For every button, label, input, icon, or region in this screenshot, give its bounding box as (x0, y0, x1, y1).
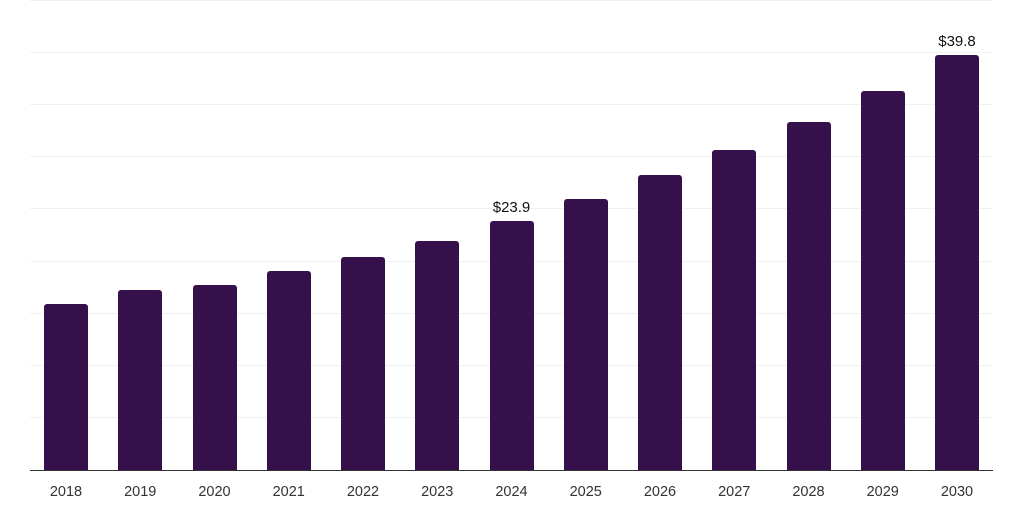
bar-2020 (192, 284, 237, 470)
x-tick-label-2018: 2018 (49, 484, 83, 500)
x-tick-label-2027: 2027 (718, 484, 751, 500)
gridline (30, 52, 993, 54)
bar-slot-2027 (712, 1, 757, 470)
bar-2025 (563, 199, 608, 470)
bar-value-label-2030: $39.8 (938, 33, 976, 51)
bar-slot-2023 (415, 1, 460, 470)
bar-2028 (786, 121, 831, 470)
bar-slot-2025 (563, 1, 608, 470)
bar-slot-2029 (860, 1, 905, 470)
bar-slot-2018 (44, 1, 88, 470)
bar-slot-2021 (266, 1, 311, 470)
gridline (30, 0, 993, 1)
bar-2026 (638, 175, 682, 470)
bar-slot-2026 (638, 1, 682, 470)
x-tick-label-2028: 2028 (792, 484, 825, 500)
bar-2019 (118, 289, 163, 470)
bars-container: $23.9 $39.8 (30, 1, 993, 470)
bar-2027 (712, 150, 757, 470)
x-tick-label-2020: 2020 (198, 484, 231, 500)
bar-2029 (860, 90, 905, 470)
x-axis-labels: 2018 2019 2020 2021 2022 2023 2024 2025 2026 2027… (30, 484, 993, 500)
x-tick-label-2022: 2022 (346, 484, 380, 500)
bar-slot-2024: $23.9 (489, 1, 534, 470)
bar-slot-2020 (192, 1, 237, 470)
x-tick-label-2019: 2019 (124, 484, 157, 500)
bar-2021 (266, 270, 311, 470)
bar-slot-2019 (118, 1, 163, 470)
gridline (30, 156, 993, 158)
x-tick-label-2024: 2024 (495, 484, 528, 500)
bar-2023 (415, 240, 460, 470)
bar-slot-2022 (341, 1, 385, 470)
bar-2024 (489, 220, 534, 470)
x-tick-label-2025: 2025 (569, 484, 602, 500)
chart-plot-area: $23.9 $39.8 (30, 0, 993, 471)
x-tick-label-2021: 2021 (272, 484, 305, 500)
gridline (30, 104, 993, 106)
bar-slot-2028 (786, 1, 831, 470)
x-tick-label-2030: 2030 (940, 484, 974, 500)
bar-value-label-2024: $23.9 (492, 198, 531, 216)
bar-2018 (44, 304, 88, 470)
bar-2030 (935, 55, 979, 470)
bar-2022 (341, 257, 385, 470)
bar-slot-2030: $39.8 (935, 1, 979, 470)
x-tick-label-2026: 2026 (643, 484, 677, 500)
gridline (30, 208, 993, 210)
x-tick-label-2023: 2023 (421, 484, 454, 500)
x-tick-label-2029: 2029 (866, 484, 899, 500)
